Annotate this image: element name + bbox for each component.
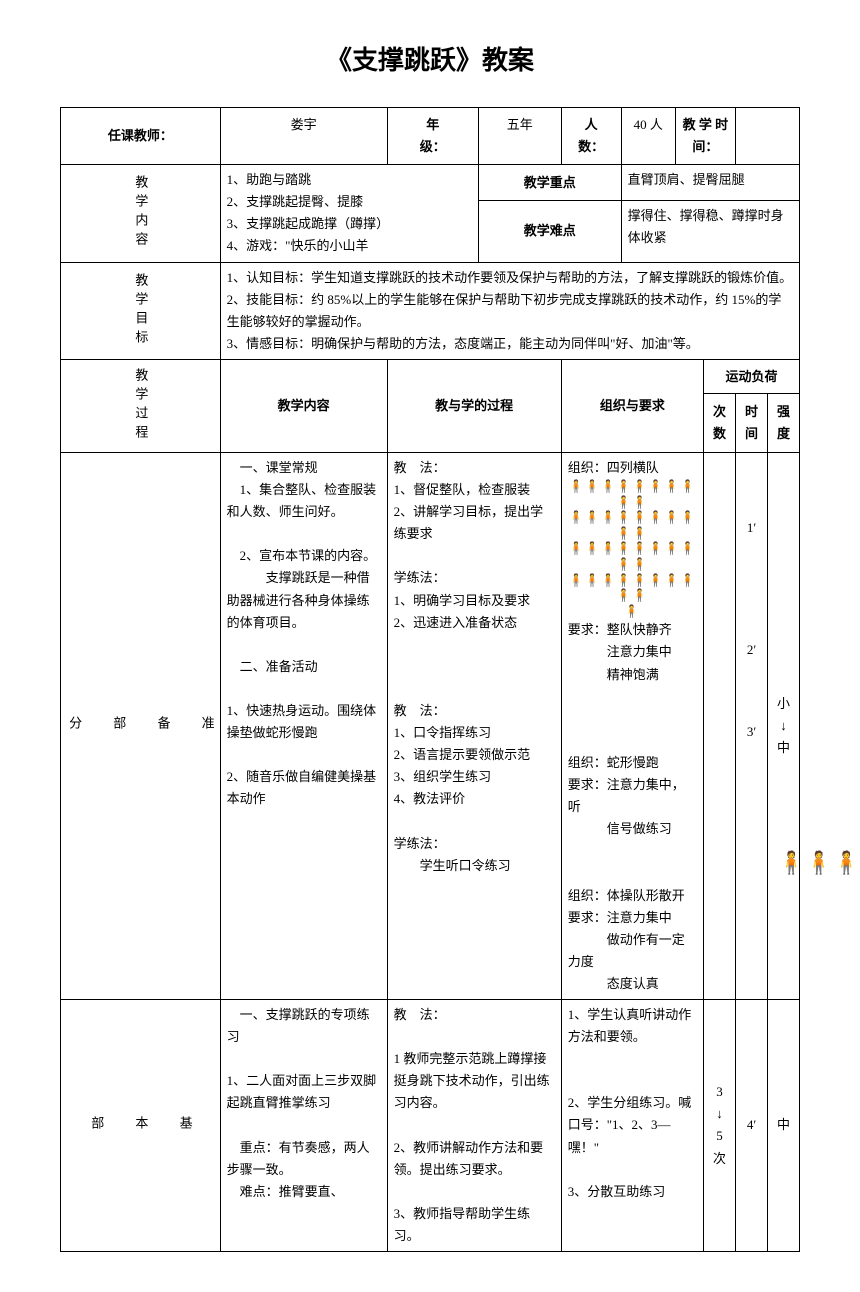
teacher-value: 娄宇 — [220, 108, 387, 165]
prep-time1: 1′ — [742, 517, 761, 539]
org-req: 要求：整队快静齐 注意力集中 精神饱满 组织：蛇形慢跑 要求：注意力集中，听 信… — [568, 619, 697, 995]
prep-label: 准 备 部 分 — [61, 452, 221, 999]
lesson-plan-table: 任课教师： 娄宇 年 级： 五年 人 数： 40 人 教 学 时 间： 教学内容… — [60, 107, 800, 1252]
keypoint-label: 教学重点 — [478, 165, 621, 201]
col-org: 组织与要求 — [561, 359, 703, 452]
formation-row: 🧍🧍🧍🧍🧍🧍🧍🧍🧍🧍 — [568, 573, 697, 604]
count-value: 40 人 — [621, 108, 675, 165]
content-label: 教学内容 — [61, 165, 221, 262]
basic-time: 4′ — [736, 999, 768, 1251]
grade-value: 五年 — [478, 108, 561, 165]
prep-time3: 3′ — [742, 721, 761, 743]
col-method: 教与学的过程 — [387, 359, 561, 452]
prep-method: 教 法： 1、督促整队，检查服装 2、讲解学习目标，提出学练要求 学练法： 1、… — [387, 452, 561, 999]
keypoint-value: 直臂顶肩、提臀屈腿 — [621, 165, 799, 201]
basic-content: 一、支撑跳跃的专项练习 1、二人面对面上三步双脚起跳直臂推掌练习 重点：有节奏感… — [220, 999, 387, 1251]
formation-row: 🧍🧍🧍🧍🧍🧍🧍🧍🧍🧍 — [568, 510, 697, 541]
process-label: 教学过程 — [61, 359, 221, 452]
goals-label: 教学目标 — [61, 262, 221, 359]
teacher-marker-icon: 🧍 — [568, 604, 697, 620]
difficulty-value: 撑得住、撑得稳、蹲撑时身体收紧 — [621, 201, 799, 262]
count-label: 人 数： — [561, 108, 621, 165]
basic-intensity: 中 — [768, 999, 800, 1251]
teacher-label: 任课教师： — [61, 108, 221, 165]
org-prefix: 组织：四列横队 — [568, 457, 697, 479]
grade-label: 年 级： — [387, 108, 478, 165]
goals-text: 1、认知目标：学生知道支撑跳跃的技术动作要领及保护与帮助的方法，了解支撑跳跃的锻… — [220, 262, 799, 359]
formation-row: 🧍🧍🧍🧍🧍🧍🧍🧍🧍🧍 — [568, 479, 697, 510]
prep-org: 组织：四列横队 🧍🧍🧍🧍🧍🧍🧍🧍🧍🧍 🧍🧍🧍🧍🧍🧍🧍🧍🧍🧍 🧍🧍🧍🧍🧍🧍🧍🧍🧍🧍… — [561, 452, 703, 999]
prep-time2: 2′ — [742, 639, 761, 661]
basic-method: 教 法： 1 教师完整示范跳上蹲撑接挺身跳下技术动作，引出练习内容。 2、教师讲… — [387, 999, 561, 1251]
basic-count: 3 ↓ 5 次 — [704, 999, 736, 1251]
col-time: 时 间 — [736, 394, 768, 453]
formation: 🧍🧍🧍🧍🧍🧍🧍🧍🧍🧍 🧍🧍🧍🧍🧍🧍🧍🧍🧍🧍 🧍🧍🧍🧍🧍🧍🧍🧍🧍🧍 🧍🧍🧍🧍🧍🧍🧍… — [568, 479, 697, 619]
difficulty-label: 教学难点 — [478, 201, 621, 262]
col-count: 次 数 — [704, 394, 736, 453]
basic-org: 1、学生认真听讲动作方法和要领。 2、学生分组练习。喊口号："1、2、3—嘿！"… — [561, 999, 703, 1251]
side-figure-icon: 🧍🧍🧍 — [778, 850, 860, 876]
prep-content: 一、课堂常规 1、集合整队、检查服装和人数、师生问好。 2、宣布本节课的内容。 … — [220, 452, 387, 999]
col-load: 运动负荷 — [704, 359, 800, 393]
prep-time: 1′ 2′ 3′ — [736, 452, 768, 999]
page-title: 《支撑跳跃》教案 — [60, 40, 800, 77]
formation-row: 🧍🧍🧍🧍🧍🧍🧍🧍🧍🧍 — [568, 541, 697, 572]
time-value — [736, 108, 800, 165]
time-label: 教 学 时 间： — [675, 108, 735, 165]
prep-count — [704, 452, 736, 999]
col-intensity: 强 度 — [768, 394, 800, 453]
basic-label: 基 本 部 — [61, 999, 221, 1251]
prep-intensity: 小 ↓ 中 — [768, 452, 800, 999]
content-text: 1、助跑与踏跳 2、支撑跳起提臀、提膝 3、支撑跳起成跪撑（蹲撑） 4、游戏："… — [220, 165, 478, 262]
col-content: 教学内容 — [220, 359, 387, 452]
